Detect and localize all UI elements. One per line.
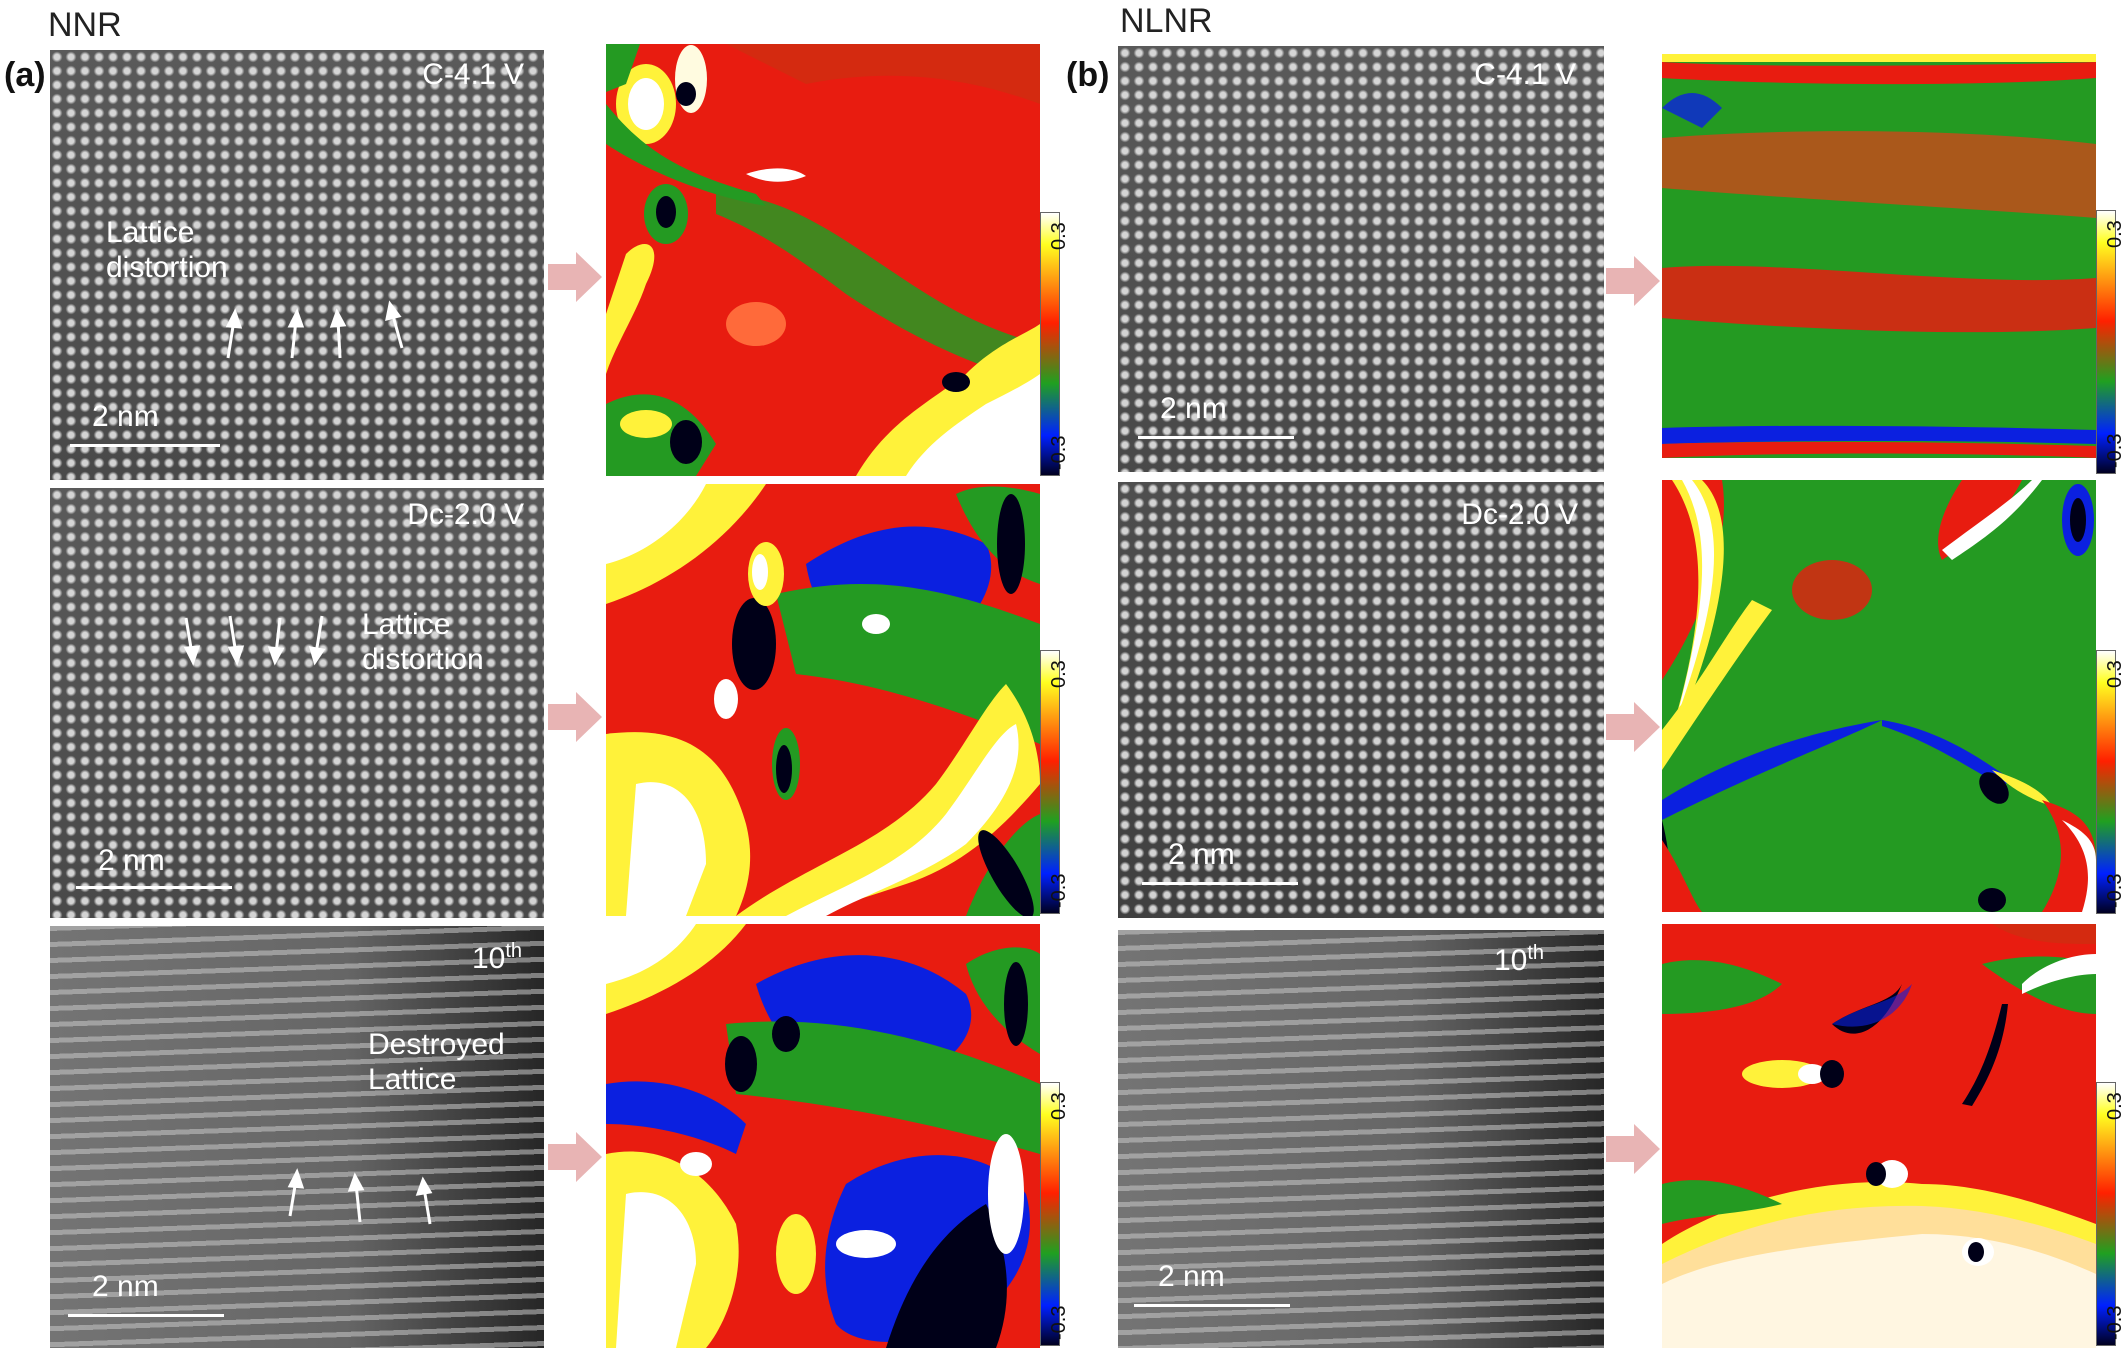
stem-image-a-row2: Dc-2.0 V Lattice distortion 2 nm (50, 488, 544, 918)
group-title-nnr: NNR (48, 6, 122, 44)
condition-label: 10th (1493, 942, 1544, 977)
right-arrow-icon (548, 1132, 602, 1182)
colorbar-max-label: 0.3 (1048, 1092, 1070, 1120)
scale-bar-label: 2 nm (1158, 1260, 1225, 1293)
stem-image-b-row2: Dc-2.0 V 2 nm (1118, 482, 1604, 918)
colorbar (1040, 212, 1060, 476)
strain-map-a-row3 (606, 924, 1040, 1348)
condition-label: Dc-2.0 V (407, 498, 524, 531)
condition-label: C-4.1 V (422, 58, 524, 91)
colorbar (2096, 210, 2116, 474)
strain-map-b-row1 (1662, 48, 2096, 474)
right-arrow-icon (1606, 256, 1660, 306)
annotation-lattice-distortion: Lattice distortion (106, 216, 228, 284)
scale-bar (1138, 436, 1294, 439)
destroyed-lattice-arrows (287, 1168, 433, 1225)
scale-bar-label: 2 nm (1160, 392, 1227, 425)
colorbar (2096, 1082, 2116, 1346)
condition-label: 10th (471, 940, 522, 975)
strain-map-a-row2 (606, 484, 1040, 916)
distortion-arrows (225, 300, 404, 359)
colorbar (1040, 1082, 1060, 1346)
strain-map-a-row1 (606, 44, 1040, 476)
scale-bar-label: 2 nm (92, 1270, 159, 1303)
right-arrow-icon (1606, 702, 1660, 752)
condition-label: Dc-2.0 V (1461, 498, 1578, 531)
colorbar-max-label: 0.3 (1048, 222, 1070, 250)
colorbar-max-label: 0.3 (1048, 660, 1070, 688)
right-arrow-icon (548, 252, 602, 302)
colorbar-max-label: 0.3 (2104, 220, 2126, 248)
annotation-destroyed-lattice: Destroyed Lattice (368, 1028, 505, 1096)
distortion-arrows (183, 615, 326, 666)
colorbar-min-label: -0.3 (1048, 873, 1070, 908)
scale-bar (1142, 882, 1298, 885)
colorbar-min-label: -0.3 (2104, 1305, 2126, 1340)
scale-bar-label: 2 nm (1168, 838, 1235, 871)
condition-label: C-4.1 V (1474, 58, 1576, 91)
colorbar-min-label: -0.3 (2104, 433, 2126, 468)
stem-image-b-row1: C-4.1 V 2 nm (1118, 46, 1604, 472)
scale-bar (68, 1314, 224, 1317)
scale-bar (76, 886, 232, 889)
scale-bar (70, 444, 220, 447)
colorbar-min-label: -0.3 (1048, 1305, 1070, 1340)
right-arrow-icon (1606, 1124, 1660, 1174)
colorbar-min-label: -0.3 (1048, 435, 1070, 470)
colorbar (2096, 650, 2116, 914)
colorbar-max-label: 0.3 (2104, 1092, 2126, 1120)
stem-image-a-row1: C-4.1 V Lattice distortion 2 nm (50, 50, 544, 480)
group-title-nlnr: NLNR (1120, 2, 1213, 40)
scale-bar-label: 2 nm (98, 844, 165, 877)
colorbar-min-label: -0.3 (2104, 873, 2126, 908)
panel-letter-b: (b) (1066, 56, 1110, 94)
strain-map-b-row2 (1662, 480, 2096, 912)
scale-bar (1134, 1304, 1290, 1307)
colorbar (1040, 650, 1060, 914)
scale-bar-label: 2 nm (92, 400, 159, 433)
panel-letter-a: (a) (4, 56, 46, 94)
right-arrow-icon (548, 692, 602, 742)
strain-map-b-row3 (1662, 924, 2096, 1348)
stem-image-b-row3: 10th 2 nm (1118, 930, 1604, 1348)
stem-image-a-row3: 10th Destroyed Lattice 2 nm (50, 926, 544, 1348)
colorbar-max-label: 0.3 (2104, 660, 2126, 688)
annotation-lattice-distortion: Lattice distortion (362, 608, 484, 676)
